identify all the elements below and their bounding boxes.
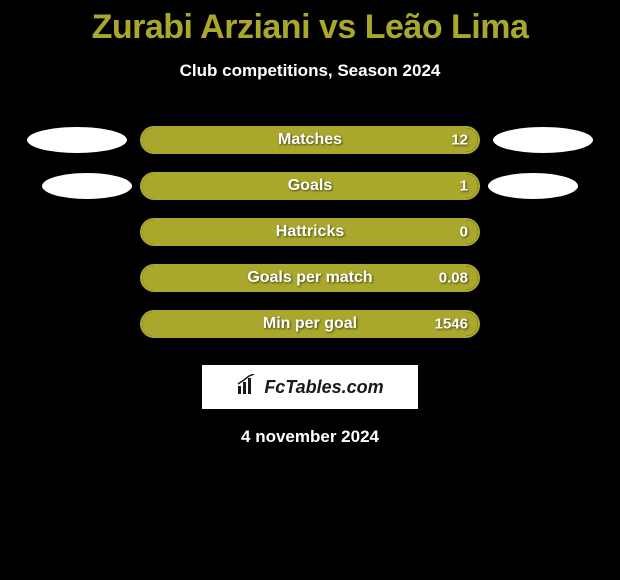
- stat-label: Goals: [288, 177, 332, 195]
- player-ellipse-left: [42, 173, 132, 199]
- player-ellipse-right: [488, 173, 578, 199]
- stat-value-right: 1546: [435, 316, 468, 333]
- logo-text: FcTables.com: [264, 377, 383, 398]
- chart-icon: [236, 374, 258, 401]
- stat-row: Hattricks 0: [0, 209, 620, 255]
- player-ellipse-left: [27, 127, 127, 153]
- stat-label: Matches: [278, 131, 342, 149]
- stats-rows: Matches 12 Goals 1 Hattricks 0 Goals per match…: [0, 117, 620, 347]
- stat-row: Goals per match 0.08: [0, 255, 620, 301]
- stat-value-right: 0: [460, 224, 468, 241]
- row-left-side: [22, 173, 132, 199]
- stat-pill: Goals 1: [140, 172, 480, 200]
- stat-row: Goals 1: [0, 163, 620, 209]
- stat-value-right: 1: [460, 178, 468, 195]
- stat-value-right: 12: [451, 132, 468, 149]
- row-right-side: [488, 173, 598, 199]
- row-left-side: [22, 127, 132, 153]
- stat-pill: Goals per match 0.08: [140, 264, 480, 292]
- logo-box: FcTables.com: [202, 365, 418, 409]
- page-subtitle: Club competitions, Season 2024: [0, 61, 620, 81]
- stat-value-right: 0.08: [439, 270, 468, 287]
- stat-pill: Matches 12: [140, 126, 480, 154]
- player-ellipse-right: [493, 127, 593, 153]
- stat-label: Goals per match: [247, 269, 372, 287]
- stat-label: Hattricks: [276, 223, 344, 241]
- date-label: 4 november 2024: [0, 427, 620, 447]
- stat-row: Matches 12: [0, 117, 620, 163]
- stat-pill: Min per goal 1546: [140, 310, 480, 338]
- row-right-side: [488, 127, 598, 153]
- page-title: Zurabi Arziani vs Leão Lima: [0, 0, 620, 47]
- stat-row: Min per goal 1546: [0, 301, 620, 347]
- stat-label: Min per goal: [263, 315, 357, 333]
- stat-pill: Hattricks 0: [140, 218, 480, 246]
